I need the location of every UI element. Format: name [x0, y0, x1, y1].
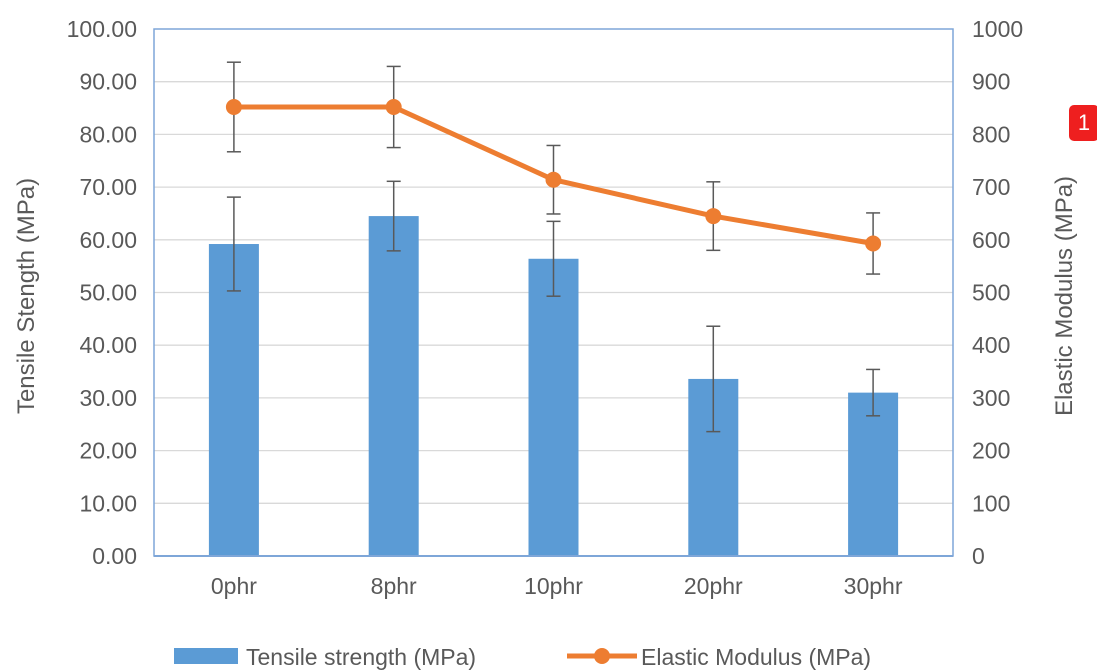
left-tick-label: 100.00 — [67, 16, 137, 42]
bar — [368, 216, 419, 556]
left-tick-label: 60.00 — [79, 227, 137, 253]
category-label: 0phr — [211, 573, 257, 599]
right-tick-label: 300 — [972, 385, 1010, 411]
line-point — [705, 208, 722, 225]
axes — [153, 28, 954, 557]
bar — [528, 258, 579, 556]
legend-bar-swatch — [174, 648, 238, 664]
left-tick-label: 40.00 — [79, 332, 137, 358]
left-tick-label: 10.00 — [79, 490, 137, 516]
right-tick-label: 600 — [972, 227, 1010, 253]
right-tick-label: 100 — [972, 490, 1010, 516]
category-label: 8phr — [371, 573, 417, 599]
right-tick-label: 1000 — [972, 16, 1023, 42]
left-axis-title: Tensile Stength (MPa) — [13, 178, 40, 414]
left-tick-label: 70.00 — [79, 174, 137, 200]
bar — [208, 244, 259, 557]
line-point — [225, 98, 242, 115]
right-tick-label: 0 — [972, 543, 985, 569]
category-label: 20phr — [684, 573, 743, 599]
left-tick-label: 20.00 — [79, 438, 137, 464]
line-point — [865, 235, 882, 252]
legend: Tensile strength (MPa) Elastic Modulus (… — [174, 644, 871, 670]
category-labels: 0phr 8phr 10phr 20phr 30phr — [211, 573, 903, 599]
legend-line-label: Elastic Modulus (MPa) — [641, 644, 871, 670]
right-tick-label: 900 — [972, 69, 1010, 95]
right-axis-ticks: 0 100 200 300 400 500 600 700 800 900 1000 — [972, 16, 1023, 569]
category-label: 30phr — [844, 573, 903, 599]
legend-line-marker — [594, 648, 610, 664]
left-tick-label: 30.00 — [79, 385, 137, 411]
left-tick-label: 0.00 — [92, 543, 137, 569]
bar — [848, 392, 899, 556]
bar-series — [208, 216, 899, 557]
right-tick-label: 700 — [972, 174, 1010, 200]
annotation-badge: 1 — [1069, 105, 1097, 141]
left-tick-label: 80.00 — [79, 121, 137, 147]
legend-bar-label: Tensile strength (MPa) — [246, 644, 476, 670]
line-series — [225, 98, 882, 252]
line-point — [545, 171, 562, 188]
right-tick-label: 200 — [972, 438, 1010, 464]
line-point — [385, 98, 402, 115]
right-axis-title: Elastic Modulus (MPa) — [1051, 176, 1078, 416]
right-tick-label: 400 — [972, 332, 1010, 358]
left-axis-ticks: 0.00 10.00 20.00 30.00 40.00 50.00 60.00 70.00 8… — [67, 16, 137, 569]
left-tick-label: 50.00 — [79, 280, 137, 306]
right-tick-label: 500 — [972, 280, 1010, 306]
category-label: 10phr — [524, 573, 583, 599]
right-tick-label: 800 — [972, 121, 1010, 147]
bar-error-bars — [226, 180, 881, 433]
left-tick-label: 90.00 — [79, 69, 137, 95]
